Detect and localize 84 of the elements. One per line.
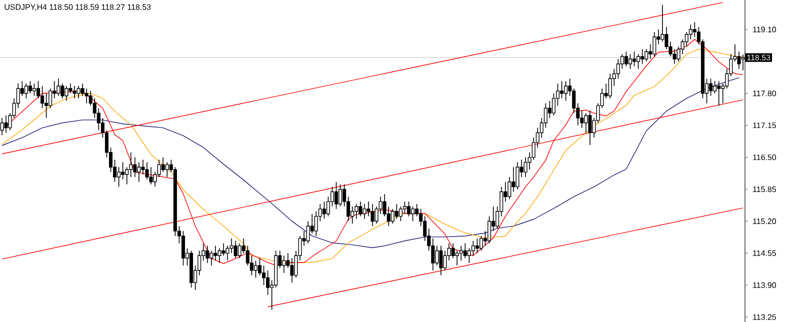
candlestick xyxy=(479,236,483,252)
candlestick xyxy=(181,230,185,266)
candlestick xyxy=(362,204,366,220)
candlestick xyxy=(508,176,512,200)
candlestick xyxy=(459,245,463,261)
candlestick xyxy=(471,240,475,256)
candlestick xyxy=(640,48,644,64)
candlestick xyxy=(28,80,32,94)
candlestick xyxy=(644,48,648,62)
candlestick xyxy=(717,80,721,106)
candlestick xyxy=(44,93,48,118)
candlestick xyxy=(616,58,620,80)
candlestick xyxy=(117,166,121,188)
candlestick xyxy=(64,86,68,102)
candlestick xyxy=(258,258,262,276)
candlestick xyxy=(32,83,36,96)
candlestick xyxy=(467,248,471,264)
candlestick xyxy=(516,162,520,190)
candlestick xyxy=(161,156,165,172)
candlestick xyxy=(338,184,342,207)
candlestick xyxy=(266,270,270,296)
candlestick xyxy=(206,245,210,264)
candlestick xyxy=(709,78,713,96)
candlestick xyxy=(370,204,374,227)
candlestick xyxy=(488,216,492,244)
candlestick xyxy=(254,260,258,278)
candlestick xyxy=(455,250,459,266)
candlestick xyxy=(628,54,632,70)
candlestick xyxy=(165,162,169,178)
candlestick xyxy=(435,245,439,266)
candlestick xyxy=(133,156,137,178)
candlestick xyxy=(84,88,88,104)
candlestick xyxy=(230,238,234,254)
candlestick xyxy=(218,248,222,264)
candlestick xyxy=(222,242,226,256)
candlestick xyxy=(463,242,467,258)
candlestick xyxy=(68,83,72,94)
candlestick xyxy=(402,201,406,214)
candlestick xyxy=(121,162,125,180)
candlestick xyxy=(72,86,76,99)
candlestick xyxy=(4,115,8,134)
candlestick xyxy=(314,210,318,236)
candlestick xyxy=(636,54,640,70)
candlestick xyxy=(672,48,676,64)
candlestick xyxy=(210,250,214,266)
candlestick xyxy=(411,206,415,222)
candlestick xyxy=(564,80,568,102)
candlestick xyxy=(141,159,145,175)
candlestick xyxy=(608,73,612,99)
candlestick xyxy=(282,255,286,274)
candlestick xyxy=(56,78,60,96)
candlestick xyxy=(584,112,588,134)
candlestick xyxy=(560,80,564,99)
candlestick xyxy=(137,162,141,182)
candlestick xyxy=(475,238,479,254)
candlestick xyxy=(334,181,338,210)
candlestick xyxy=(48,88,52,109)
candlestick xyxy=(394,204,398,220)
candlestick xyxy=(24,83,28,99)
candlestick xyxy=(40,86,44,109)
candlestick xyxy=(238,242,242,258)
candlestick xyxy=(358,201,362,217)
candlestick xyxy=(76,86,80,99)
candlestick xyxy=(390,208,394,224)
candlestick xyxy=(145,162,149,180)
candlestick xyxy=(354,204,358,220)
candlestick xyxy=(149,166,153,185)
candlestick xyxy=(125,166,129,185)
candlestick xyxy=(0,118,4,136)
candlestick xyxy=(552,93,556,116)
candlestick xyxy=(713,80,717,94)
candlestick xyxy=(262,265,266,286)
candlestick xyxy=(439,245,443,276)
candlestick xyxy=(398,206,402,222)
candlestick xyxy=(214,245,218,261)
candlestick xyxy=(322,201,326,220)
candlestick xyxy=(632,51,636,67)
candlestick xyxy=(624,51,628,67)
candlestick xyxy=(652,32,656,57)
candlestick xyxy=(524,156,528,178)
candlestick xyxy=(588,110,592,146)
candlestick xyxy=(406,201,411,217)
candlestick xyxy=(688,24,692,40)
candlestick xyxy=(234,240,238,258)
